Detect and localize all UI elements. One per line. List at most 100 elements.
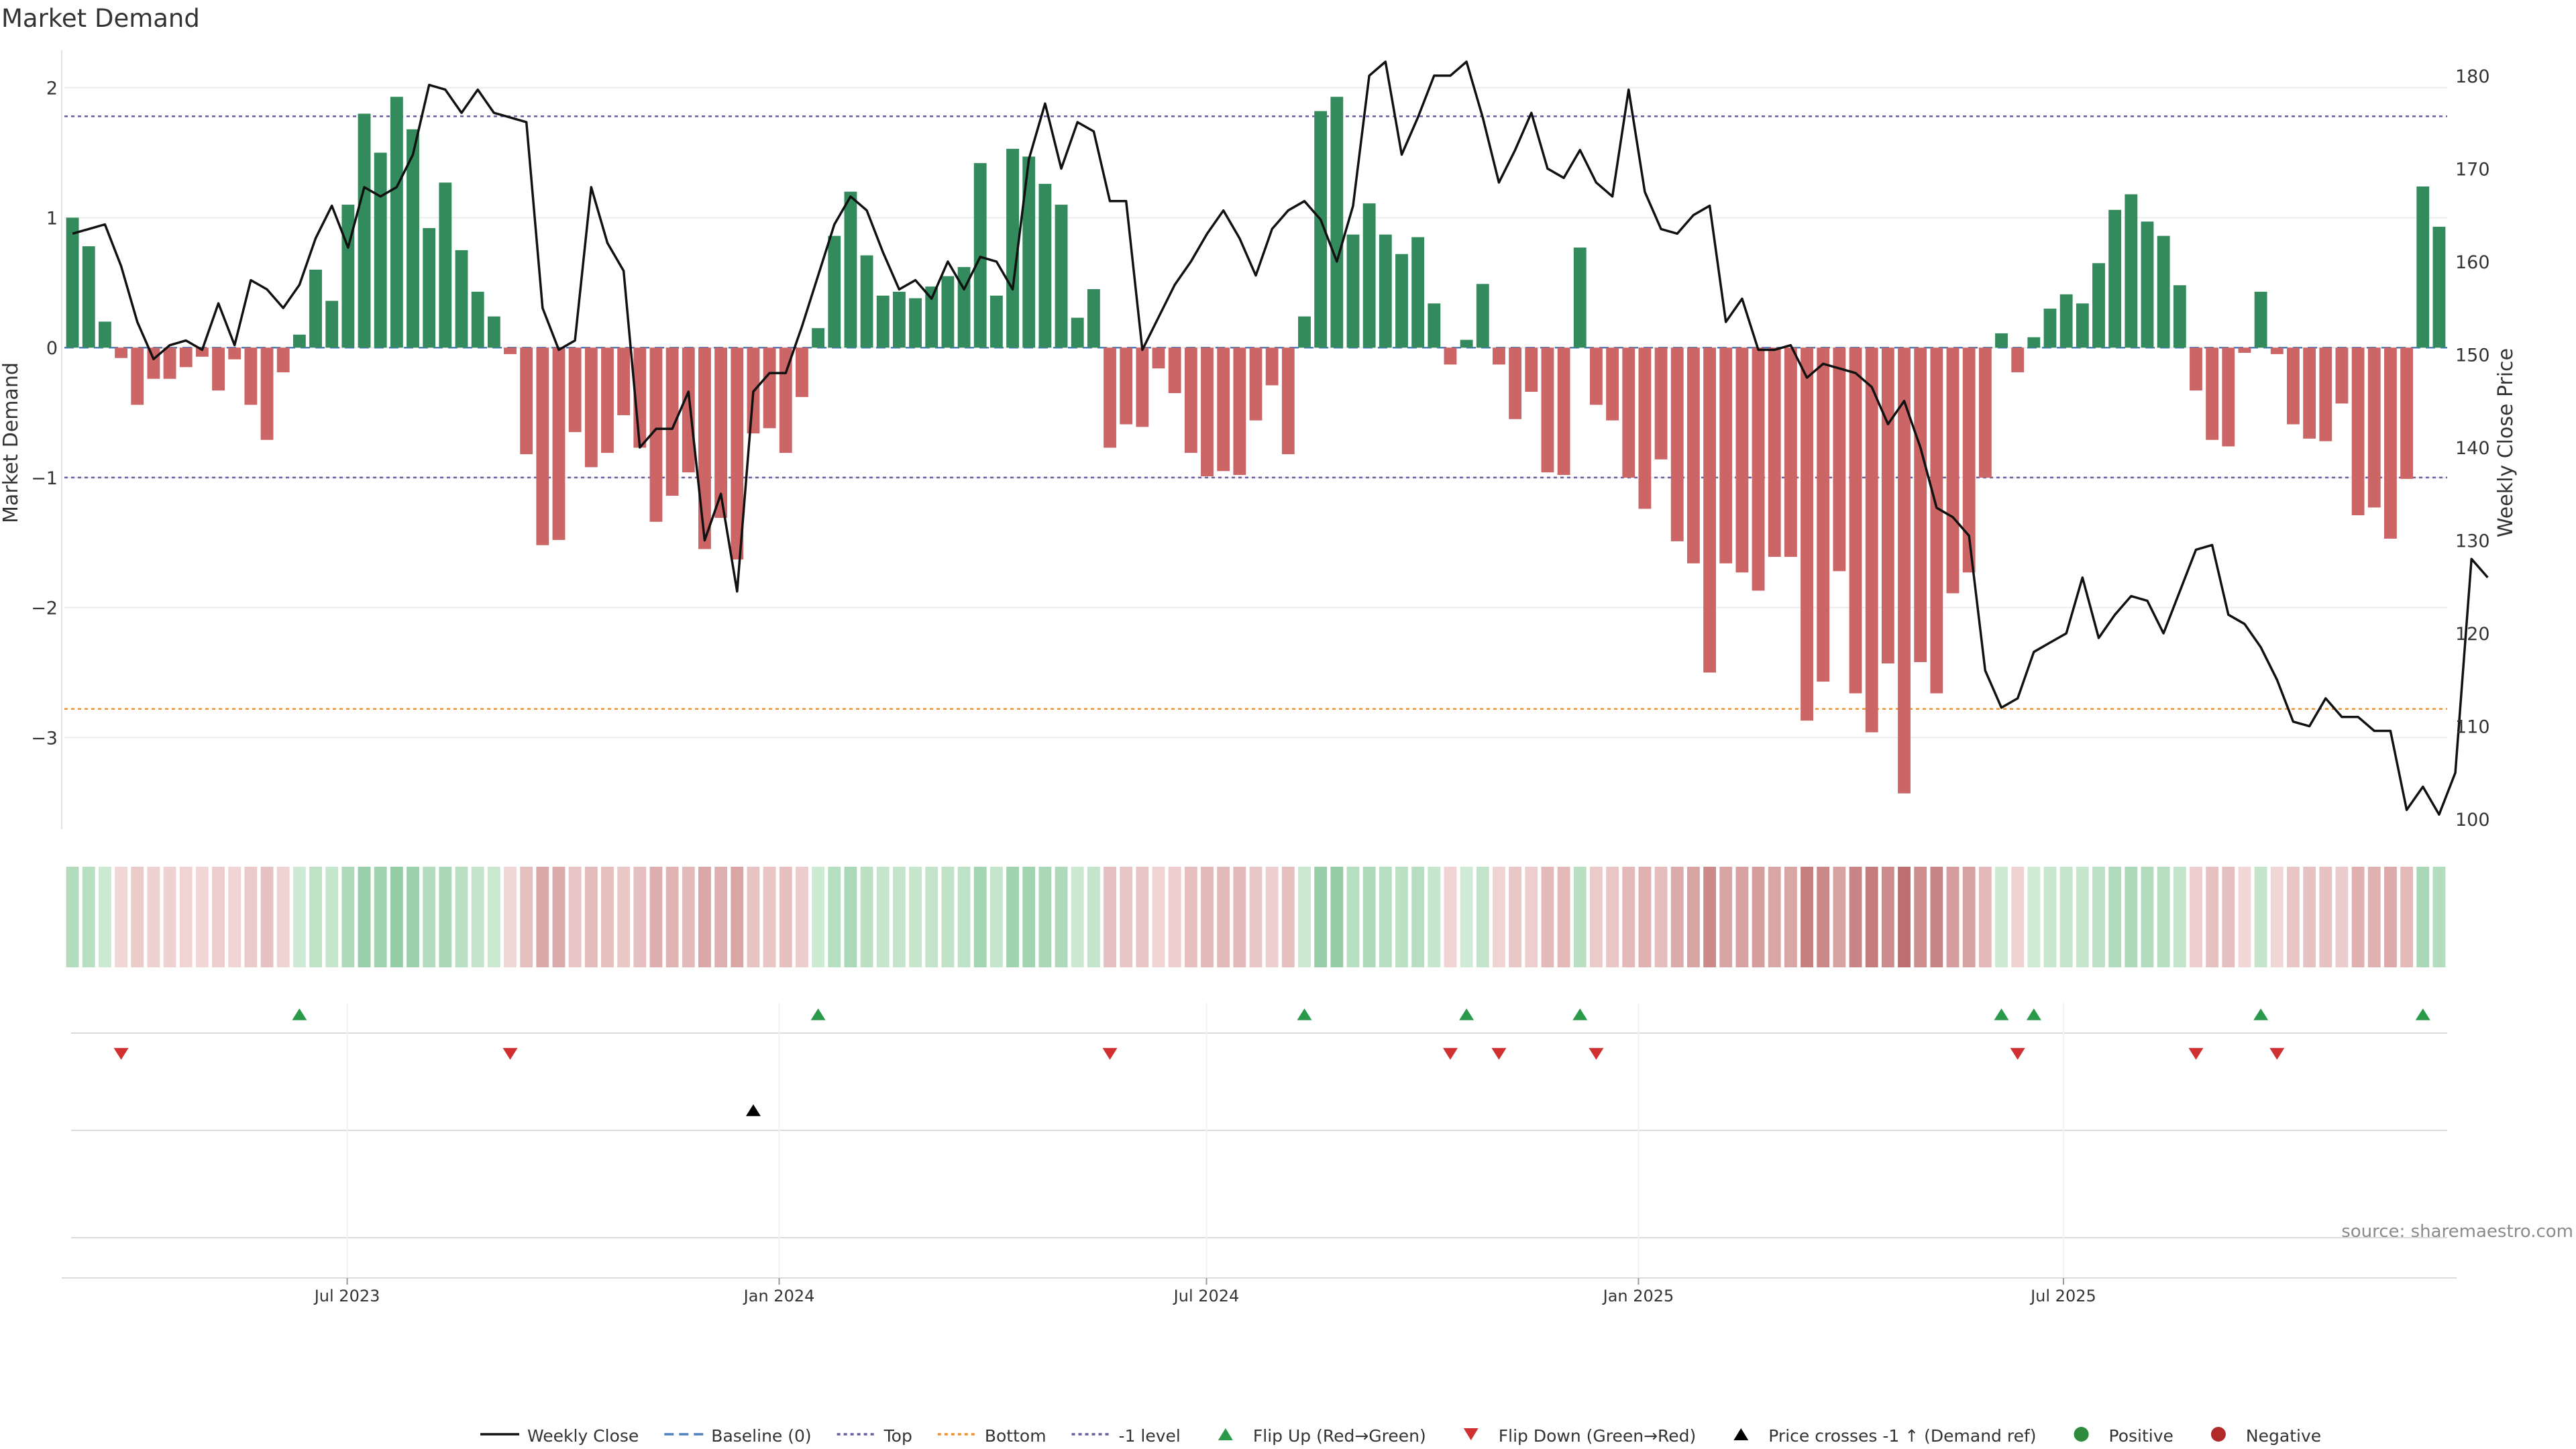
- negative-demand-cell: [1686, 867, 1700, 967]
- positive-demand-bar: [1995, 333, 2008, 348]
- negative-demand-cell: [1184, 867, 1197, 967]
- negative-demand-bar: [682, 347, 695, 473]
- positive-demand-bar: [455, 250, 468, 348]
- legend-swatch-marker: [1733, 1428, 1749, 1440]
- negative-demand-bar: [1606, 347, 1619, 421]
- negative-demand-cell: [2351, 867, 2365, 967]
- positive-demand-bar: [2027, 337, 2041, 348]
- negative-demand-cell: [1768, 867, 1781, 967]
- positive-demand-cell: [892, 867, 906, 967]
- positive-demand-cell: [1006, 867, 1019, 967]
- negative-demand-bar: [212, 347, 225, 391]
- positive-demand-cell: [2141, 867, 2154, 967]
- negative-demand-bar: [1881, 347, 1894, 663]
- legend-item: Bottom: [937, 1426, 1046, 1446]
- positive-demand-bar: [989, 295, 1003, 348]
- negative-demand-cell: [1217, 867, 1230, 967]
- negative-demand-cell: [1801, 867, 1813, 967]
- positive-demand-cell: [1428, 867, 1441, 967]
- positive-demand-bar: [82, 246, 95, 348]
- negative-demand-bar: [1978, 347, 1992, 478]
- y-tick-label: −3: [31, 728, 58, 749]
- y2-tick-label: 160: [2455, 252, 2490, 273]
- negative-demand-bar: [1752, 347, 1765, 591]
- negative-demand-cell: [1168, 867, 1181, 967]
- negative-demand-cell: [1622, 867, 1635, 967]
- negative-demand-cell: [1670, 867, 1684, 967]
- positive-demand-bar: [66, 217, 79, 348]
- positive-demand-cell: [1379, 867, 1392, 967]
- negative-demand-cell: [1930, 867, 1943, 967]
- positive-demand-cell: [66, 867, 79, 967]
- negative-demand-bar: [731, 347, 744, 559]
- negative-demand-bar: [195, 347, 209, 357]
- positive-demand-cell: [860, 867, 873, 967]
- negative-demand-cell: [682, 867, 695, 967]
- x-tick-label: Jan 2024: [743, 1287, 815, 1305]
- negative-demand-cell: [1590, 867, 1603, 967]
- positive-demand-bar: [2157, 235, 2170, 348]
- negative-demand-cell: [665, 867, 679, 967]
- flip-up-marker: [2026, 1008, 2041, 1020]
- negative-demand-cell: [276, 867, 290, 967]
- negative-demand-bar: [228, 347, 241, 360]
- positive-demand-cell: [1330, 867, 1344, 967]
- negative-demand-bar: [1670, 347, 1684, 541]
- positive-demand-bar: [2173, 285, 2186, 348]
- y2-tick-label: 170: [2455, 159, 2490, 180]
- positive-demand-cell: [812, 867, 825, 967]
- negative-demand-bar: [1817, 347, 1830, 682]
- negative-demand-bar: [1120, 347, 1133, 425]
- negative-demand-bar: [1768, 347, 1781, 557]
- flip-up-marker: [2253, 1008, 2269, 1020]
- negative-demand-cell: [1152, 867, 1165, 967]
- legend-label: Positive: [2109, 1426, 2174, 1446]
- negative-demand-cell: [2384, 867, 2397, 967]
- positive-demand-bar: [1346, 234, 1360, 348]
- positive-demand-cell: [909, 867, 922, 967]
- flip-down-marker: [502, 1048, 518, 1060]
- positive-demand-cell: [1022, 867, 1036, 967]
- negative-demand-cell: [131, 867, 144, 967]
- negative-demand-cell: [1281, 867, 1295, 967]
- negative-demand-cell: [1914, 867, 1927, 967]
- negative-demand-cell: [1525, 867, 1538, 967]
- negative-demand-cell: [1881, 867, 1894, 967]
- legend-item: Negative: [2210, 1426, 2321, 1446]
- price-cross-marker: [745, 1104, 761, 1116]
- positive-demand-cell: [309, 867, 322, 967]
- legend-item: -1 level: [1071, 1426, 1181, 1446]
- positive-demand-bar: [1379, 234, 1392, 348]
- negative-demand-cell: [2367, 867, 2381, 967]
- positive-demand-bar: [1428, 303, 1441, 348]
- negative-demand-cell: [1265, 867, 1279, 967]
- positive-demand-bar: [957, 267, 971, 348]
- negative-demand-cell: [1493, 867, 1505, 967]
- negative-demand-cell: [714, 867, 728, 967]
- y2-tick-label: 110: [2455, 717, 2490, 738]
- legend-label: Flip Up (Red→Green): [1253, 1426, 1426, 1446]
- negative-demand-bar: [1525, 347, 1538, 392]
- positive-demand-bar: [1298, 316, 1311, 348]
- negative-demand-bar: [1217, 347, 1230, 472]
- negative-demand-cell: [1784, 867, 1797, 967]
- positive-demand-cell: [2027, 867, 2041, 967]
- positive-demand-bar: [439, 182, 452, 348]
- negative-demand-bar: [1784, 347, 1797, 557]
- negative-demand-bar: [1590, 347, 1603, 405]
- negative-demand-cell: [1638, 867, 1652, 967]
- positive-demand-bar: [1476, 284, 1489, 348]
- positive-demand-bar: [1573, 248, 1587, 348]
- negative-demand-bar: [2335, 347, 2349, 404]
- negative-demand-bar: [2238, 347, 2251, 353]
- y-tick-label: 1: [46, 208, 58, 229]
- legend-label: Negative: [2246, 1426, 2321, 1446]
- positive-demand-bar: [1071, 317, 1084, 348]
- y2-tick-label: 180: [2455, 66, 2490, 87]
- negative-demand-bar: [179, 347, 193, 368]
- negative-demand-cell: [1719, 867, 1733, 967]
- positive-demand-cell: [2043, 867, 2057, 967]
- positive-demand-bar: [2059, 294, 2073, 348]
- positive-demand-bar: [1395, 254, 1408, 348]
